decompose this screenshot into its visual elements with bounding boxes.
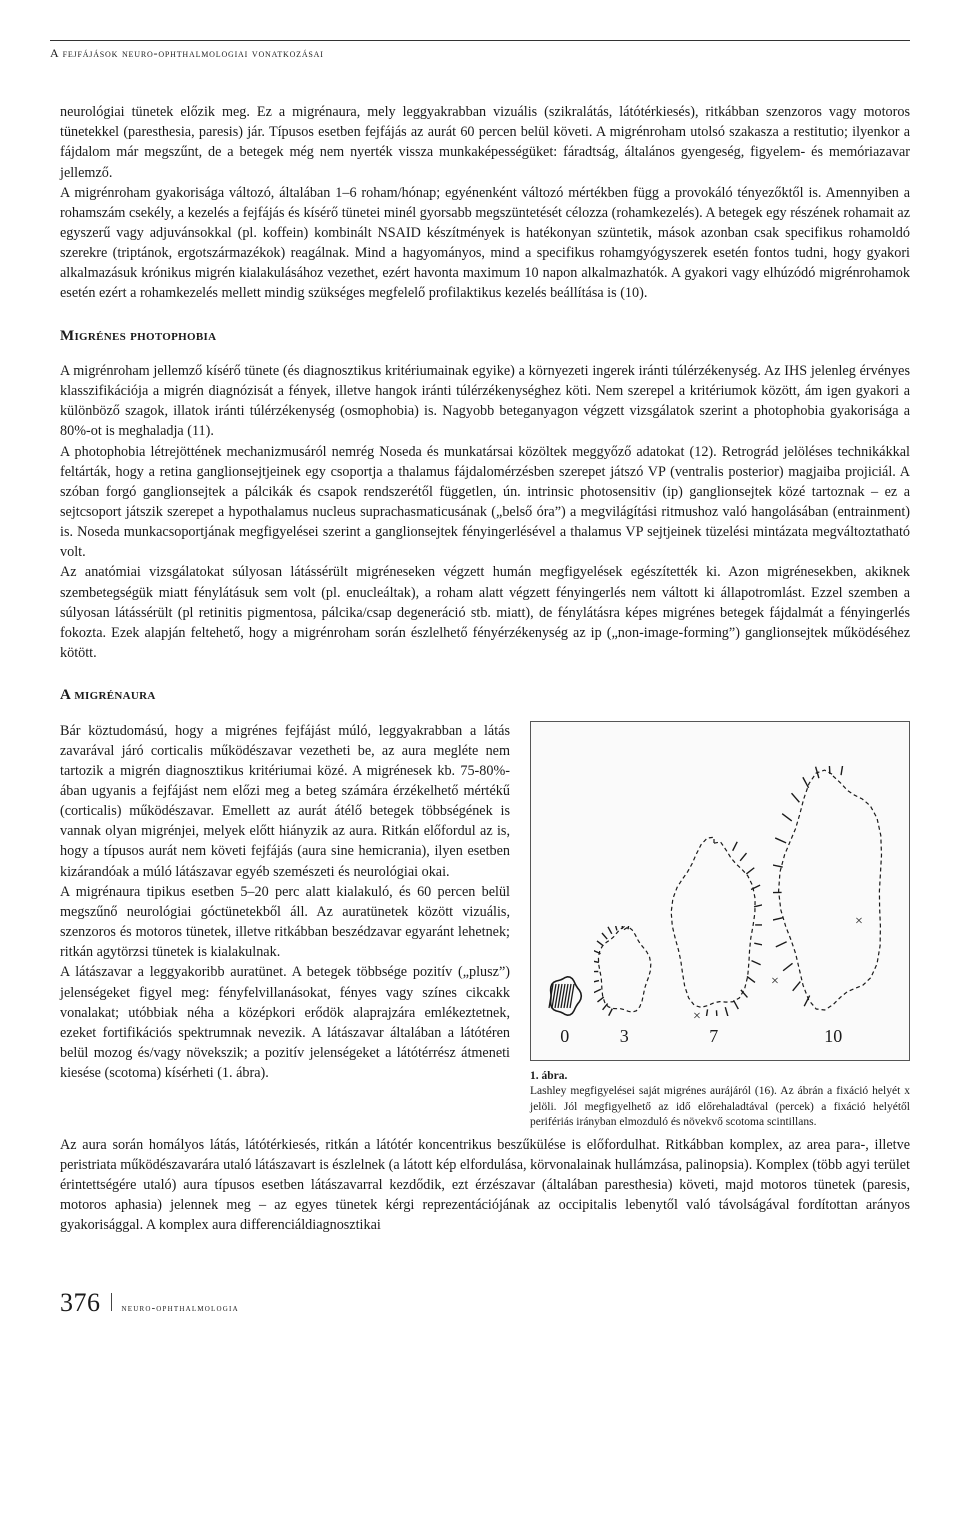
fixation-cross-icon: × [771,972,779,992]
figure-1-caption: 1. ábra. Lashley megfigyelései saját mig… [530,1069,910,1131]
footer-section-name: neuro-ophthalmologia [122,1302,239,1317]
scotoma-svg [773,766,893,1016]
header-rule [50,40,910,41]
running-head: A fejfájások neuro-ophthalmologiai vonat… [50,45,910,62]
intro-paragraph: neurológiai tünetek előzik meg. Ez a mig… [60,102,910,304]
scotoma-time-label: 0 [560,1024,569,1050]
figure-column: 0 3 7 10 × × × 1. ábra. Lashley megfigyelései … [530,721,910,1131]
scotoma-shape-7: 7 [666,836,762,1050]
section-heading-aura: A migrénaura [60,685,910,706]
figure-caption-text: Lashley megfigyelései saját migrénes aur… [530,1085,910,1128]
section-heading-photophobia: Migrénes photophobia [60,326,910,347]
fixation-cross-icon: × [855,912,863,932]
footer-separator [111,1293,112,1311]
scotoma-time-label: 3 [620,1024,629,1050]
figure-caption-label: 1. ábra. [530,1070,567,1082]
page-footer: 376 neuro-ophthalmologia [60,1285,910,1322]
page-number: 376 [60,1285,101,1322]
scotoma-svg [547,976,583,1016]
scotoma-svg [666,836,762,1016]
scotoma-shape-3: 3 [594,926,654,1050]
photophobia-body: A migrénroham jellemző kísérő tünete (és… [60,361,910,663]
scotoma-svg [594,926,654,1016]
aura-left-column: Bár köztudomású, hogy a migrénes fejfájá… [60,721,510,1084]
scotoma-time-label: 10 [824,1024,842,1050]
figure-1-box: 0 3 7 10 × × × [530,721,910,1061]
two-column-layout: Bár köztudomású, hogy a migrénes fejfájá… [60,721,910,1131]
aura-continuation: Az aura során homályos látás, látótérkie… [60,1135,910,1236]
fixation-cross-icon: × [693,1007,701,1027]
scotoma-time-label: 7 [709,1024,718,1050]
scotoma-shape-10: 10 [773,766,893,1050]
scotoma-shape-0: 0 [547,976,583,1050]
